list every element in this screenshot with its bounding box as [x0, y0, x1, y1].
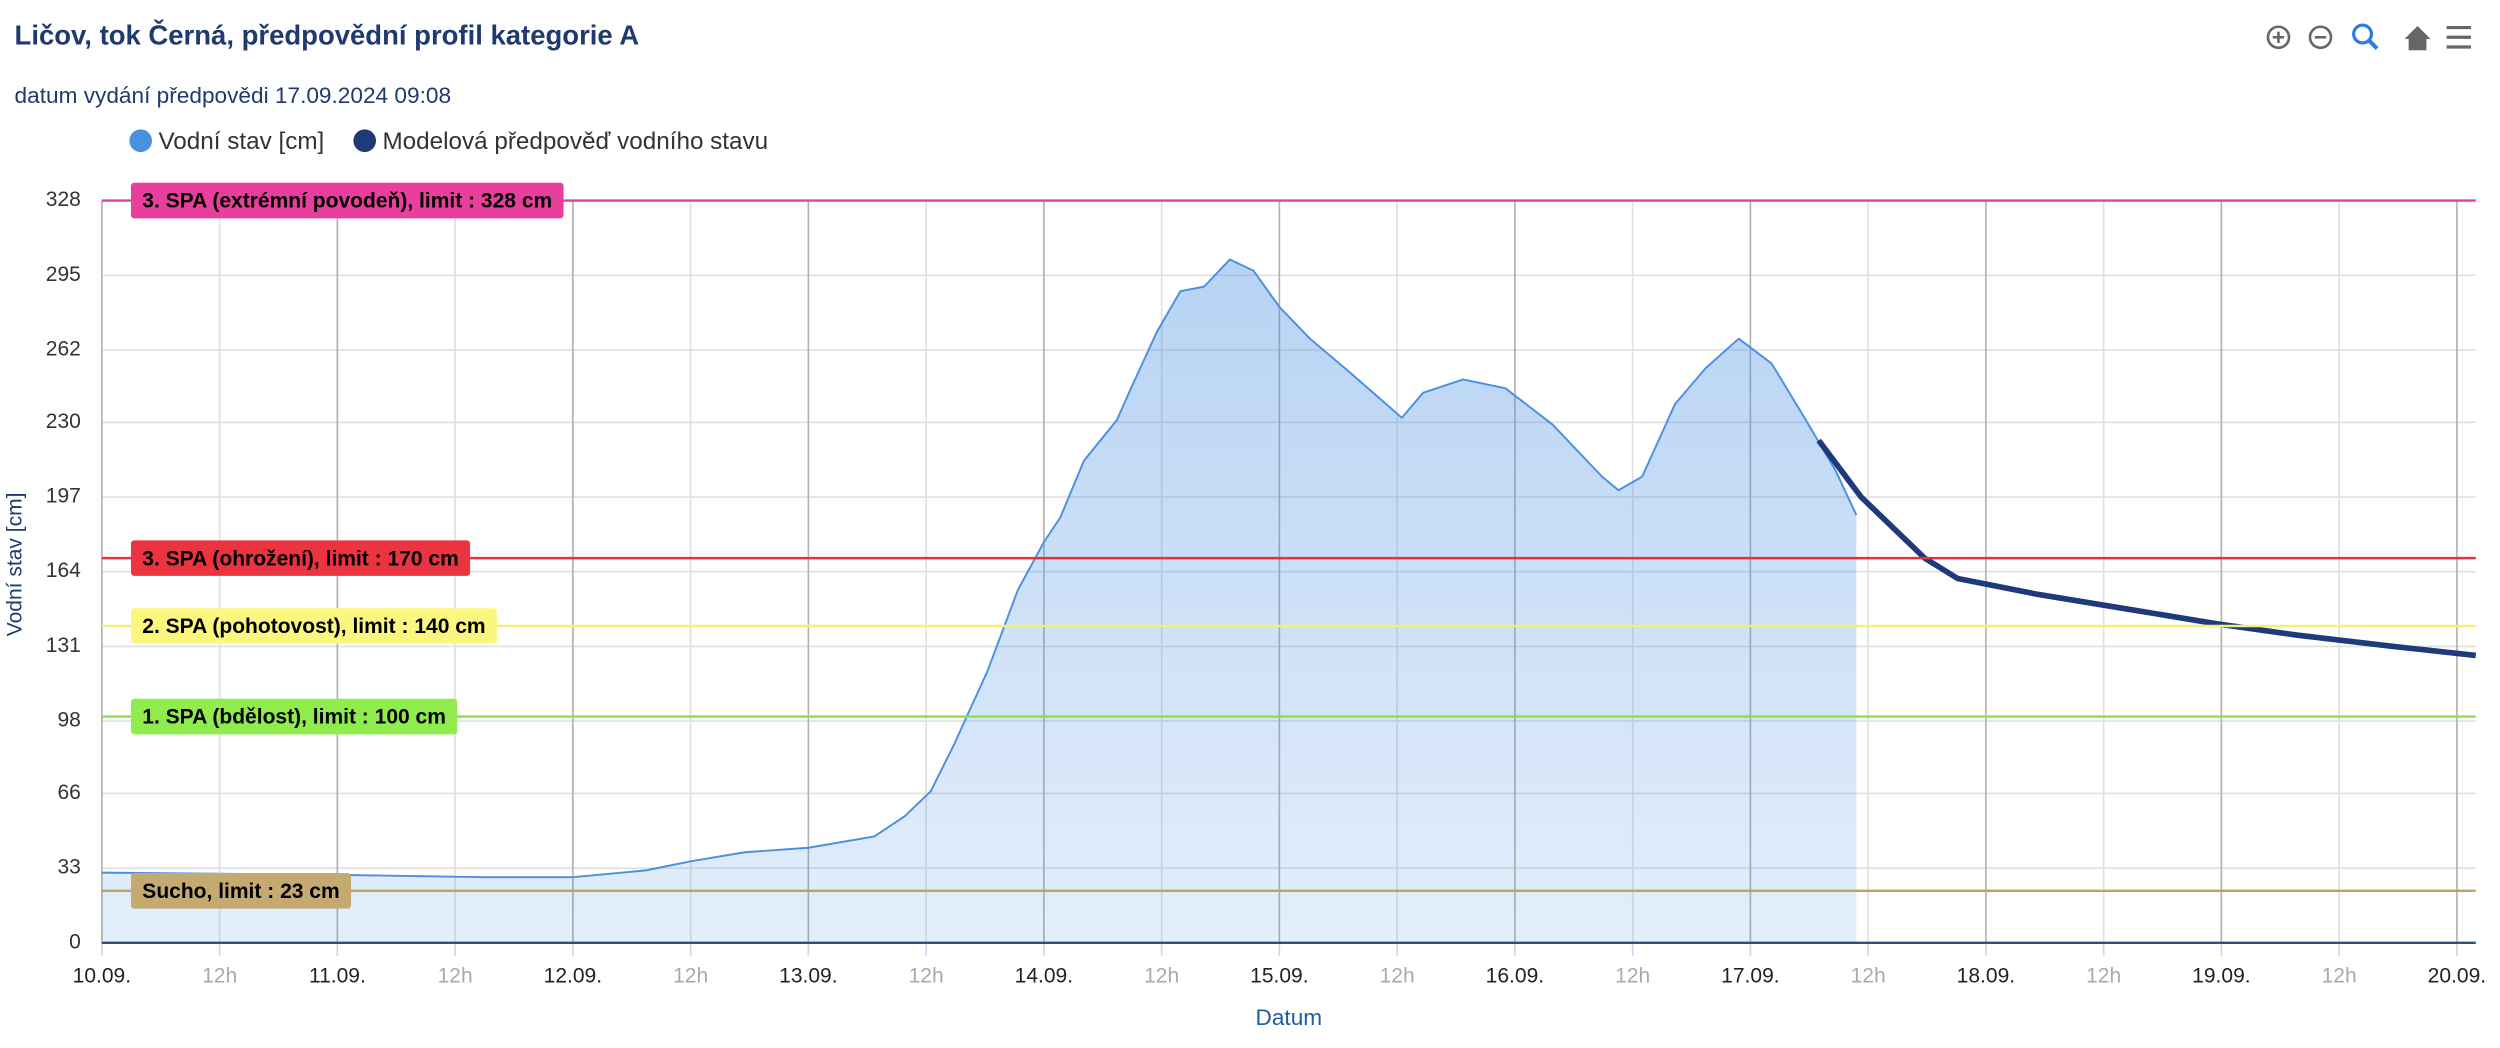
- limit-label-bg: [130, 698, 458, 735]
- y-axis-title: Vodní stav [cm]: [4, 493, 27, 637]
- x-tick-label: 20.09.: [2428, 964, 2486, 987]
- y-tick-label: 131: [46, 634, 81, 657]
- y-tick-label: 66: [57, 781, 80, 804]
- x-tick-label: 12h: [909, 964, 944, 987]
- limit-label-bg: [130, 540, 471, 576]
- x-tick-label: 17.09.: [1721, 964, 1779, 987]
- y-tick-label: 0: [69, 930, 81, 953]
- y-tick-label: 262: [46, 337, 81, 360]
- limit-label: 3. SPA (ohrožení), limit : 170 cm: [130, 540, 471, 576]
- x-tick-label: 12h: [2086, 964, 2121, 987]
- limit-label: 2. SPA (pohotovost), limit : 140 cm: [130, 608, 497, 644]
- x-tick-label: 16.09.: [1486, 964, 1544, 987]
- x-axis-title: Datum: [1255, 1005, 1322, 1030]
- x-tick-label: 18.09.: [1957, 964, 2015, 987]
- legend-item[interactable]: Modelová předpověď vodního stavu: [353, 128, 768, 155]
- reset-zoom-button[interactable]: [2404, 25, 2431, 51]
- x-tick-label: 15.09.: [1250, 964, 1308, 987]
- x-tick-label: 12h: [673, 964, 708, 987]
- x-tick-label: 12h: [202, 964, 237, 987]
- y-tick-label: 164: [46, 559, 81, 582]
- limit-label-text: 2. SPA (pohotovost), limit : 140 cm: [142, 615, 485, 638]
- legend-symbol: [353, 129, 377, 153]
- y-tick-label: 197: [46, 485, 81, 508]
- x-tick-label: 14.09.: [1015, 964, 1073, 987]
- limit-label-bg: [130, 872, 351, 909]
- x-tick-label: 10.09.: [73, 964, 131, 987]
- limit-label-bg: [130, 608, 497, 644]
- limit-label-text: Sucho, limit : 23 cm: [142, 880, 339, 903]
- limit-label: Sucho, limit : 23 cm: [130, 872, 351, 909]
- x-tick-label: 12h: [1380, 964, 1415, 987]
- zoom-select-button[interactable]: [2352, 23, 2379, 51]
- series-line: [101, 258, 1858, 879]
- limit-label: 1. SPA (bdělost), limit : 100 cm: [130, 698, 458, 735]
- x-tick-label: 11.09.: [309, 964, 366, 987]
- limit-label-text: 3. SPA (ohrožení), limit : 170 cm: [142, 547, 458, 570]
- x-tick-label: 12h: [1615, 964, 1650, 987]
- x-tick-label: 19.09.: [2192, 964, 2250, 987]
- y-tick-label: 230: [46, 410, 81, 433]
- legend-label: Modelová předpověď vodního stavu: [382, 128, 768, 155]
- limit-label-bg: [130, 182, 564, 219]
- zoom-out-button[interactable]: [2308, 25, 2333, 50]
- area-fill: [101, 259, 1857, 943]
- x-tick-label: 12h: [438, 964, 473, 987]
- zoom-in-button[interactable]: [2266, 25, 2291, 50]
- y-tick-label: 98: [57, 709, 80, 732]
- limit-label-text: 3. SPA (extrémní povodeň), limit : 328 c…: [142, 190, 552, 213]
- legend-label: Vodní stav [cm]: [158, 128, 324, 155]
- x-tick-label: 12h: [2322, 964, 2357, 987]
- toolbar: [2266, 23, 2471, 51]
- legend-symbol: [129, 129, 153, 153]
- x-tick-label: 12h: [1851, 964, 1886, 987]
- limit-label-text: 1. SPA (bdělost), limit : 100 cm: [142, 706, 446, 729]
- legend-item[interactable]: Vodní stav [cm]: [129, 128, 324, 155]
- chart-subtitle: datum vydání předpovědi 17.09.2024 09:08: [15, 83, 452, 108]
- forecast-line: [1816, 438, 2477, 659]
- limit-label: 3. SPA (extrémní povodeň), limit : 328 c…: [130, 182, 564, 219]
- x-tick-label: 13.09.: [779, 964, 837, 987]
- y-tick-label: 295: [46, 263, 81, 286]
- y-tick-label: 33: [57, 856, 80, 879]
- menu-button[interactable]: [2446, 25, 2471, 49]
- x-tick-label: 12h: [1144, 964, 1179, 987]
- chart-title: Ličov, tok Černá, předpovědní profil kat…: [15, 19, 640, 51]
- x-tick-label: 12.09.: [544, 964, 602, 987]
- y-tick-label: 328: [46, 188, 81, 211]
